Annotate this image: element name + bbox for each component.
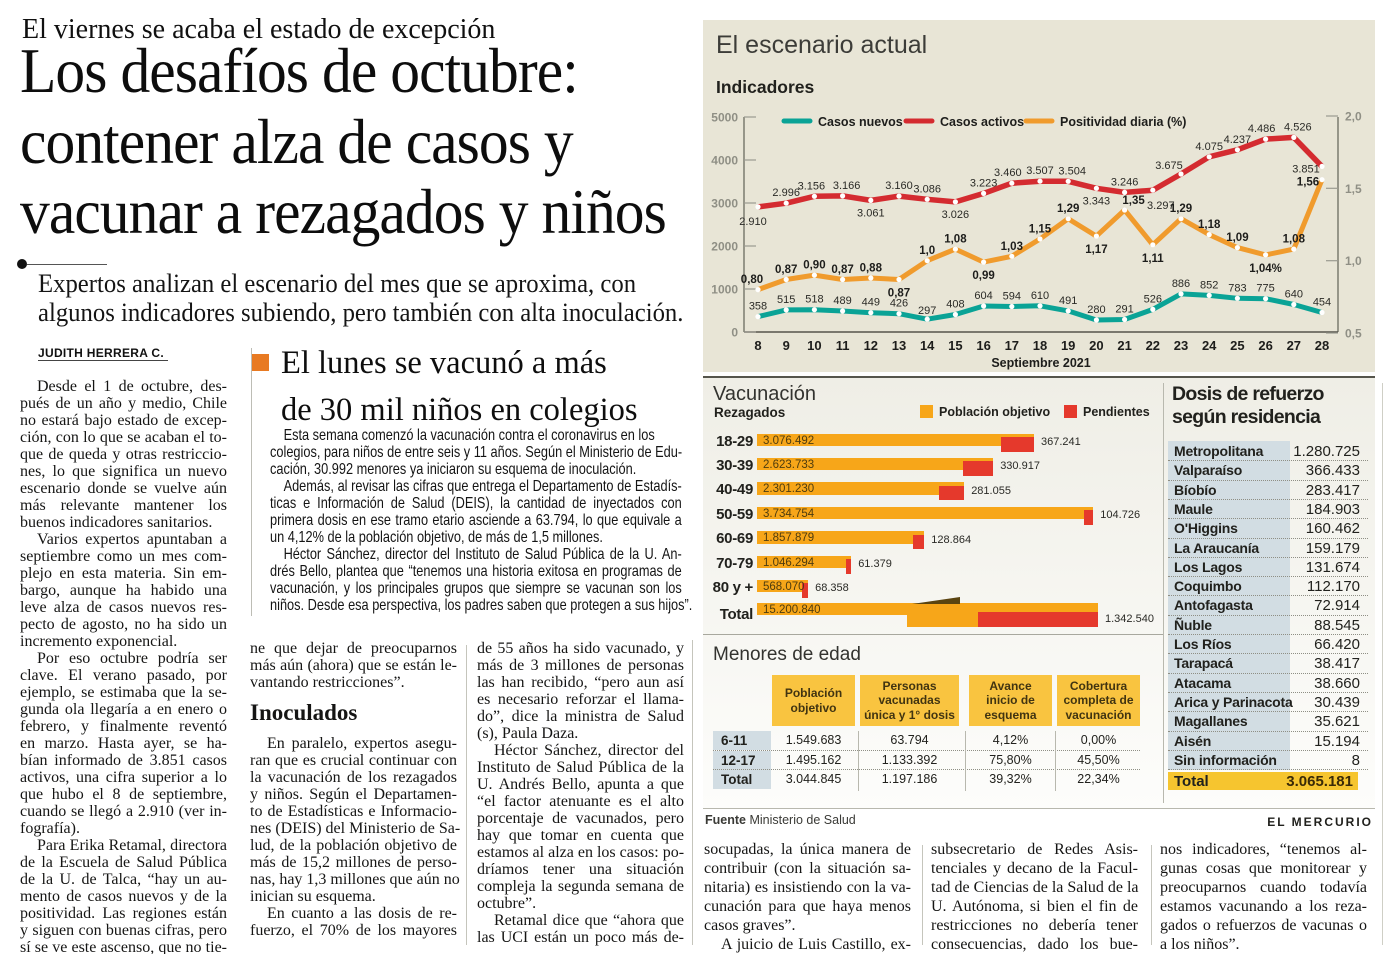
svg-text:1,08: 1,08: [1283, 234, 1306, 246]
svg-text:1,04%: 1,04%: [1249, 263, 1282, 275]
svg-text:1000: 1000: [711, 283, 738, 297]
svg-text:408: 408: [946, 299, 964, 311]
svg-text:1,35: 1,35: [1122, 195, 1145, 207]
svg-text:25: 25: [1230, 338, 1244, 353]
svg-text:3.507: 3.507: [1026, 165, 1054, 177]
svg-text:8: 8: [754, 338, 761, 353]
svg-text:775: 775: [1256, 283, 1274, 295]
svg-text:0,87: 0,87: [775, 264, 797, 276]
svg-text:449: 449: [862, 297, 880, 309]
svg-text:12: 12: [864, 338, 878, 353]
svg-text:426: 426: [890, 298, 908, 310]
svg-text:1,09: 1,09: [1226, 232, 1248, 244]
svg-text:23: 23: [1174, 338, 1188, 353]
svg-text:3.166: 3.166: [833, 180, 861, 192]
svg-text:454: 454: [1313, 297, 1331, 309]
svg-text:4.486: 4.486: [1248, 123, 1276, 135]
svg-text:26: 26: [1258, 338, 1272, 353]
svg-text:16: 16: [976, 338, 990, 353]
svg-text:594: 594: [1003, 291, 1021, 303]
svg-text:3.160: 3.160: [885, 180, 913, 192]
svg-text:Casos nuevos: Casos nuevos: [818, 115, 903, 129]
svg-text:1,0: 1,0: [1345, 254, 1362, 268]
svg-text:526: 526: [1144, 293, 1162, 305]
svg-text:886: 886: [1172, 278, 1190, 290]
svg-text:3000: 3000: [711, 197, 738, 211]
svg-text:1,15: 1,15: [1029, 224, 1052, 236]
svg-text:3.675: 3.675: [1155, 160, 1183, 172]
svg-text:604: 604: [974, 290, 992, 302]
svg-text:3.086: 3.086: [913, 183, 941, 195]
svg-text:0,5: 0,5: [1345, 327, 1362, 341]
svg-text:0,80: 0,80: [741, 274, 763, 286]
svg-text:14: 14: [920, 338, 935, 353]
svg-text:291: 291: [1115, 304, 1133, 316]
svg-text:3.156: 3.156: [798, 180, 826, 192]
svg-text:5000: 5000: [711, 111, 738, 125]
svg-text:280: 280: [1087, 304, 1105, 316]
svg-text:1,18: 1,18: [1198, 219, 1221, 231]
svg-text:1,03: 1,03: [1001, 241, 1023, 253]
svg-text:4.237: 4.237: [1224, 134, 1252, 146]
svg-text:15: 15: [948, 338, 962, 353]
svg-text:13: 13: [892, 338, 906, 353]
svg-text:19: 19: [1061, 338, 1075, 353]
svg-text:21: 21: [1117, 338, 1131, 353]
svg-text:3.246: 3.246: [1111, 176, 1139, 188]
svg-text:18: 18: [1033, 338, 1047, 353]
svg-text:1,29: 1,29: [1057, 203, 1079, 215]
svg-text:358: 358: [749, 301, 767, 313]
svg-text:17: 17: [1005, 338, 1019, 353]
svg-text:3.026: 3.026: [942, 209, 970, 221]
svg-text:1,11: 1,11: [1142, 253, 1164, 265]
svg-text:4000: 4000: [711, 154, 738, 168]
svg-text:783: 783: [1228, 282, 1246, 294]
svg-text:518: 518: [805, 294, 823, 306]
svg-text:0,87: 0,87: [888, 288, 910, 300]
svg-text:9: 9: [783, 338, 790, 353]
svg-text:20: 20: [1089, 338, 1103, 353]
svg-text:3.851: 3.851: [1292, 163, 1320, 175]
svg-text:3.460: 3.460: [994, 167, 1022, 179]
svg-text:1,17: 1,17: [1085, 244, 1107, 256]
svg-text:0,99: 0,99: [972, 270, 994, 282]
svg-text:1,08: 1,08: [944, 234, 967, 246]
svg-text:852: 852: [1200, 279, 1218, 291]
svg-text:489: 489: [833, 295, 851, 307]
svg-text:3.223: 3.223: [970, 177, 998, 189]
svg-text:0: 0: [731, 326, 738, 340]
svg-text:491: 491: [1059, 295, 1077, 307]
svg-text:10: 10: [807, 338, 821, 353]
svg-text:0,90: 0,90: [803, 260, 825, 272]
svg-text:Positividad diaria (%): Positividad diaria (%): [1060, 115, 1186, 129]
svg-text:4.526: 4.526: [1284, 121, 1312, 133]
svg-text:0,88: 0,88: [860, 263, 883, 275]
svg-text:4.075: 4.075: [1195, 141, 1223, 153]
svg-text:1,29: 1,29: [1170, 203, 1192, 215]
svg-text:1,56: 1,56: [1297, 177, 1319, 189]
svg-text:610: 610: [1031, 290, 1049, 302]
svg-text:28: 28: [1315, 338, 1329, 353]
svg-text:3.504: 3.504: [1058, 165, 1086, 177]
svg-text:640: 640: [1285, 289, 1303, 301]
svg-text:2000: 2000: [711, 240, 738, 254]
svg-text:22: 22: [1146, 338, 1160, 353]
svg-text:1,5: 1,5: [1345, 182, 1362, 196]
svg-text:Casos activos: Casos activos: [940, 115, 1024, 129]
svg-text:2,0: 2,0: [1345, 110, 1362, 124]
svg-text:11: 11: [836, 338, 850, 353]
svg-text:297: 297: [918, 305, 936, 317]
svg-text:24: 24: [1202, 338, 1217, 353]
svg-text:3.343: 3.343: [1083, 195, 1111, 207]
svg-text:515: 515: [777, 294, 795, 306]
svg-text:2.996: 2.996: [772, 187, 800, 199]
svg-text:1,0: 1,0: [919, 245, 935, 257]
svg-text:0,87: 0,87: [831, 264, 853, 276]
svg-text:2.910: 2.910: [739, 216, 767, 228]
svg-text:27: 27: [1287, 338, 1301, 353]
svg-text:Septiembre 2021: Septiembre 2021: [991, 356, 1090, 370]
svg-text:3.061: 3.061: [857, 207, 885, 219]
svg-text:3.297: 3.297: [1147, 200, 1175, 212]
